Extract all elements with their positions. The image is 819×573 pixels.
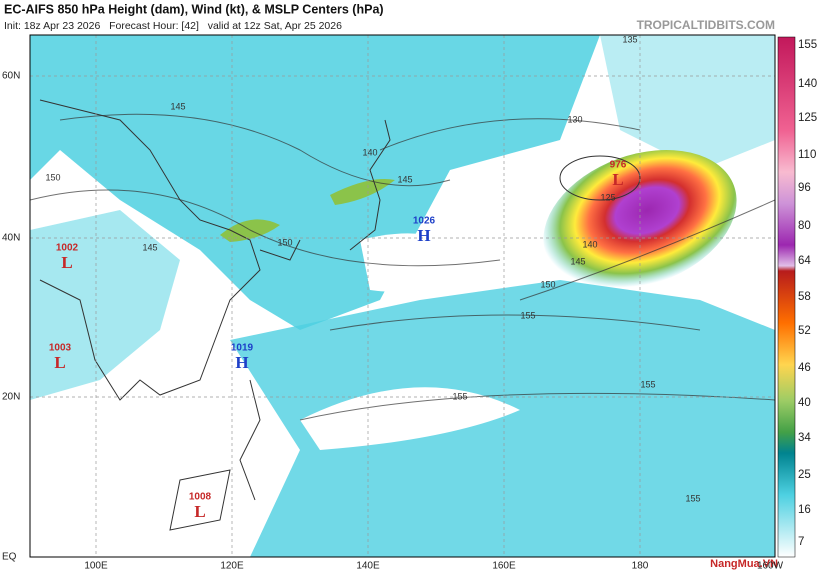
center-type: L <box>194 502 205 521</box>
center-type: H <box>417 226 430 245</box>
colorbar-label: 58 <box>798 291 811 303</box>
colorbar-label: 52 <box>798 325 811 337</box>
contour-label: 150 <box>45 172 60 182</box>
lon-label: 140E <box>356 561 380 572</box>
center-pressure: 976 <box>610 160 627 171</box>
center-type: L <box>61 253 72 272</box>
contour-label: 135 <box>622 34 637 44</box>
colorbar-label: 25 <box>798 469 811 481</box>
contour-label: 155 <box>685 493 700 503</box>
contour-label: 155 <box>640 379 655 389</box>
graticule <box>30 35 775 557</box>
colorbar-label: 80 <box>798 220 811 232</box>
colorbar-label: 96 <box>798 182 811 194</box>
source: TROPICALTIDBITS.COM <box>637 18 775 32</box>
colorbar-label: 110 <box>798 149 816 161</box>
lat-label: 60N <box>2 71 20 82</box>
lon-label: 160W <box>757 561 784 572</box>
colorbar-label: 155 <box>798 39 817 51</box>
jet-streak <box>220 179 395 242</box>
contour-label: 150 <box>540 279 555 289</box>
lat-label: EQ <box>2 552 17 563</box>
contour-label: 140 <box>362 147 377 157</box>
calm-area <box>360 233 470 292</box>
contour-label: 125 <box>600 192 615 202</box>
center-pressure: 1002 <box>56 243 79 254</box>
lon-label: 180 <box>632 561 649 572</box>
wind-shading <box>600 35 775 170</box>
contour-label: 155 <box>520 310 535 320</box>
center-pressure: 1008 <box>189 492 212 503</box>
contour-label: 155 <box>452 391 467 401</box>
colorbar-label: 64 <box>798 255 811 267</box>
colorbar-label: 7 <box>798 536 804 548</box>
lon-label: 120E <box>220 561 244 572</box>
lat-label: 40N <box>2 233 20 244</box>
center-type: H <box>235 353 248 372</box>
calm-area <box>300 387 520 450</box>
colorbar-label: 16 <box>798 504 811 516</box>
lat-label: 20N <box>2 392 20 403</box>
height-contour <box>30 113 775 421</box>
colorbar-label: 40 <box>798 397 811 409</box>
jet-streak <box>543 149 737 291</box>
watermark: NangMua.VN <box>710 558 778 570</box>
subtitle: Init: 18z Apr 23 2026 Forecast Hour: [42… <box>4 20 342 32</box>
wind-shading <box>230 280 775 557</box>
colorbar-label: 140 <box>798 78 817 90</box>
map-frame <box>29 34 776 558</box>
map-area: 1002L1003L1019H1026H976L1008L14515014014… <box>30 34 775 557</box>
title: EC-AIFS 850 hPa Height (dam), Wind (kt),… <box>4 2 384 16</box>
contour-label: 145 <box>397 174 412 184</box>
center-pressure: 1003 <box>49 343 72 354</box>
contour-label: 145 <box>142 242 157 252</box>
center-pressure: 1019 <box>231 343 254 354</box>
center-type: L <box>612 170 623 189</box>
lon-label: 100E <box>84 561 108 572</box>
contour-label: 145 <box>170 101 185 111</box>
contour-label: 145 <box>570 256 585 266</box>
contour-label: 150 <box>277 237 292 247</box>
wind-shading <box>30 35 600 330</box>
contour-label: 140 <box>582 239 597 249</box>
center-type: L <box>54 353 65 372</box>
lon-label: 160E <box>492 561 516 572</box>
colorbar-label: 46 <box>798 362 811 374</box>
colorbar <box>777 36 796 558</box>
colorbar-label: 34 <box>798 432 811 444</box>
wind-shading <box>30 210 180 400</box>
coastline <box>39 99 391 531</box>
map-labels: 1002L1003L1019H1026H976L1008L14515014014… <box>45 34 700 521</box>
height-contour <box>559 155 641 201</box>
center-pressure: 1026 <box>413 216 436 227</box>
colorbar-label: 125 <box>798 112 817 124</box>
contour-label: 130 <box>567 114 582 124</box>
